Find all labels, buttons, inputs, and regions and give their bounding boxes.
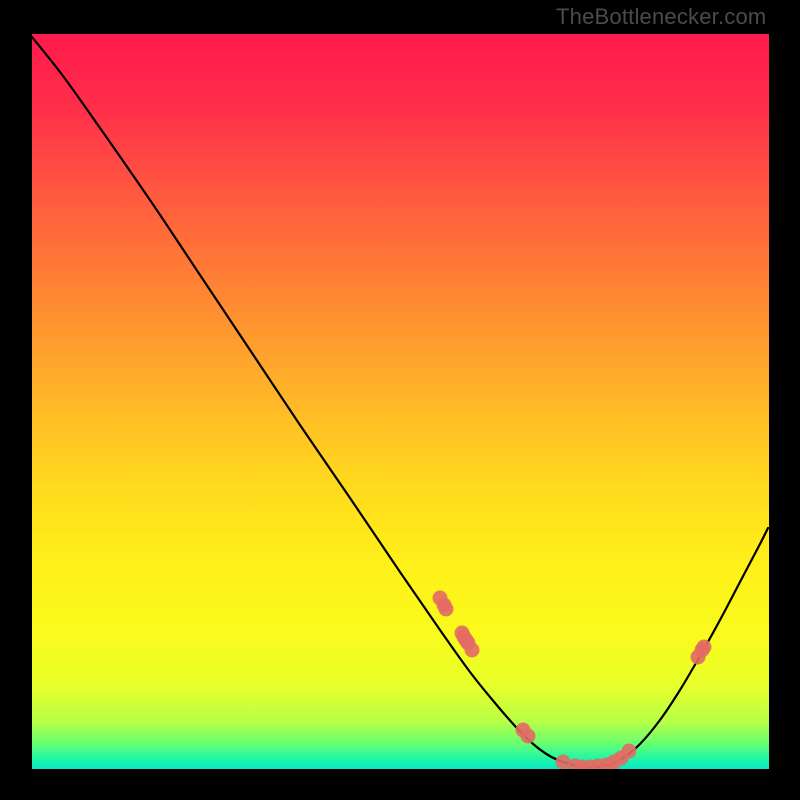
benchmark-marker <box>465 643 480 658</box>
bottleneck-chart <box>0 0 800 800</box>
benchmark-marker <box>439 602 454 617</box>
benchmark-marker <box>622 744 637 759</box>
watermark-text: TheBottlenecker.com <box>556 4 766 30</box>
benchmark-marker <box>697 640 712 655</box>
plot-gradient-background <box>32 34 769 769</box>
benchmark-marker <box>521 729 536 744</box>
